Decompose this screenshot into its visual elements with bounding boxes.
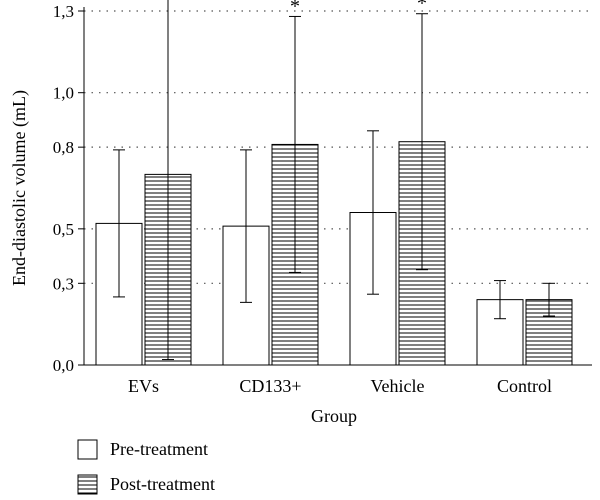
legend: Pre-treatment Post-treatment (77, 439, 215, 495)
y-tick-label: 0,3 (53, 274, 74, 293)
y-tick-label: 0,5 (53, 220, 74, 239)
axes (78, 7, 592, 366)
y-tick-label: 1,3 (53, 2, 74, 21)
x-tick-label-vehicle: Vehicle (371, 376, 425, 396)
x-axis-title: Group (311, 406, 357, 426)
y-tick-label: 0,0 (53, 356, 74, 375)
x-tick-label-cd133: CD133+ (239, 376, 301, 396)
legend-swatch-pre (77, 439, 98, 460)
legend-swatch-post (77, 474, 98, 495)
significance-marker: * (417, 0, 427, 15)
labels: 0,0 0,3 0,5 0,8 1,0 1,3 EVs * CD133+ * Vehicle Cont… (9, 0, 552, 426)
y-tick-label: 1,0 (53, 84, 74, 103)
y-axis-title: End-diastolic volume (mL) (9, 90, 30, 286)
bars (95, 0, 573, 366)
significance-marker: * (290, 0, 300, 17)
x-tick-label-evs: EVs (128, 376, 159, 396)
y-tick-label: 0,8 (53, 138, 74, 157)
x-tick-label-control: Control (497, 376, 552, 396)
legend-label-post: Post-treatment (110, 474, 215, 494)
legend-label-pre: Pre-treatment (110, 439, 208, 459)
